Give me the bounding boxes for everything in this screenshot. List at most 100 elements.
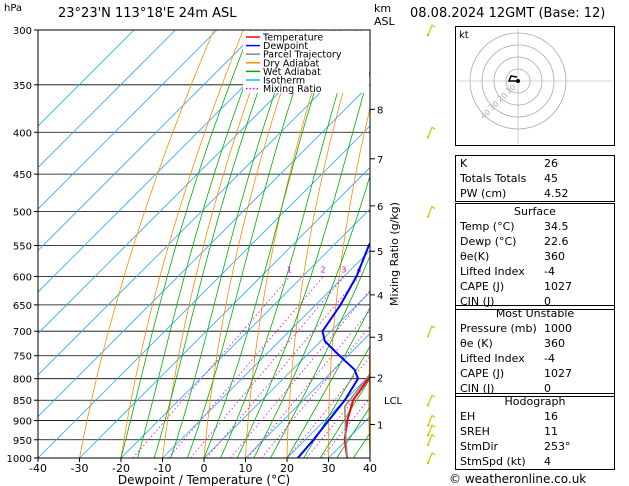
temperature-tick-label: 0 bbox=[201, 462, 208, 475]
surface-label: CIN (J) bbox=[460, 295, 495, 308]
pressure-tick-label: 450 bbox=[13, 170, 32, 181]
most-unstable-value: -4 bbox=[544, 352, 555, 365]
hodograph-stat-label: StmDir bbox=[460, 440, 499, 453]
temperature-tick-label: 40 bbox=[363, 462, 377, 475]
series-dewpoint bbox=[297, 241, 370, 458]
surface-value: 0 bbox=[544, 295, 551, 308]
hodograph-stat-value: 16 bbox=[544, 410, 558, 423]
hodograph-stat-row: StmDir 253° bbox=[456, 439, 614, 454]
pressure-tick-label: 700 bbox=[13, 327, 32, 338]
isotherm-line bbox=[245, 332, 370, 458]
km-tick-label: 7 bbox=[377, 155, 383, 166]
x-axis-label: Dewpoint / Temperature (°C) bbox=[118, 473, 290, 486]
mixing-ratio-label: 1 bbox=[287, 265, 292, 274]
wind-barb-station bbox=[426, 443, 430, 446]
pressure-tick-label: 850 bbox=[13, 396, 32, 407]
legend-label: Dewpoint bbox=[263, 41, 308, 52]
temperature-tick-label: 20 bbox=[280, 462, 294, 475]
wind-barb-station bbox=[426, 404, 430, 407]
index-label: Totals Totals bbox=[460, 172, 527, 185]
temperature-tick-label: -40 bbox=[29, 462, 47, 475]
wet-adiabat-line bbox=[137, 30, 266, 458]
wet-adiabat-line bbox=[187, 30, 315, 458]
temperature-tick-label: -30 bbox=[71, 462, 89, 475]
indices-table: K 26 Totals Totals 45 PW (cm) 4.52 bbox=[455, 155, 615, 202]
index-value: 45 bbox=[544, 172, 558, 185]
isotherm-line bbox=[38, 30, 218, 210]
mixing-ratio-label: 2 bbox=[321, 265, 326, 274]
index-row: Totals Totals 45 bbox=[456, 171, 614, 186]
isotherm-line bbox=[38, 30, 135, 127]
surface-value: 22.6 bbox=[544, 235, 569, 248]
wet-adiabat-line bbox=[303, 345, 370, 458]
dry-adiabat-line bbox=[368, 340, 370, 458]
dry-adiabat-line bbox=[408, 30, 449, 458]
most-unstable-label: Lifted Index bbox=[460, 352, 525, 365]
most-unstable-value: 1027 bbox=[544, 367, 572, 380]
dry-adiabat-line bbox=[162, 30, 273, 458]
surface-row: CIN (J) 0 bbox=[456, 294, 614, 309]
hpa-unit-label: hPa bbox=[4, 3, 23, 14]
surface-row: CAPE (J) 1027 bbox=[456, 279, 614, 294]
surface-row: Dewp (°C) 22.6 bbox=[456, 234, 614, 249]
surface-value: 1027 bbox=[544, 280, 572, 293]
wind-barb-station bbox=[426, 434, 430, 437]
pressure-tick-label: 300 bbox=[13, 26, 32, 37]
most-unstable-row: CAPE (J) 1027 bbox=[456, 366, 614, 381]
series-parcel-trajectory bbox=[344, 372, 370, 458]
surface-label: Lifted Index bbox=[460, 265, 525, 278]
legend-label: Parcel Trajectory bbox=[263, 50, 342, 61]
mixing-ratio-axis-label: Mixing Ratio (g/kg) bbox=[388, 202, 401, 306]
mixing-ratio-label: 15 bbox=[433, 265, 443, 274]
isotherm-line bbox=[286, 374, 370, 458]
pressure-tick-label: 500 bbox=[13, 208, 32, 219]
hodograph-stat-value: 4 bbox=[544, 455, 551, 468]
isotherm-line bbox=[38, 42, 370, 376]
index-row: K 26 bbox=[456, 156, 614, 171]
wind-barb bbox=[427, 414, 436, 426]
wind-barb bbox=[427, 433, 436, 445]
hodograph-stat-row: StmSpd (kt) 4 bbox=[456, 454, 614, 469]
hodograph-unit-label: kt bbox=[459, 30, 469, 41]
most-unstable-value: 0 bbox=[544, 382, 551, 395]
isotherm-line bbox=[38, 30, 176, 169]
axes: 3003504004505005506006507007508008509009… bbox=[7, 26, 403, 486]
wind-barb-station bbox=[426, 335, 430, 338]
most-unstable-label: CAPE (J) bbox=[460, 367, 505, 380]
most-unstable-title: Most Unstable bbox=[495, 307, 575, 320]
wind-barb-station bbox=[426, 424, 430, 427]
storm-motion-marker bbox=[516, 79, 520, 83]
wind-barbs bbox=[426, 24, 436, 465]
most-unstable-value: 360 bbox=[544, 337, 565, 350]
km-tick-label: 1 bbox=[377, 420, 383, 431]
surface-row: Lifted Index -4 bbox=[456, 264, 614, 279]
mixing-ratio-label: 6 bbox=[379, 265, 384, 274]
most-unstable-label: θe (K) bbox=[460, 337, 493, 350]
wet-adiabat-line bbox=[170, 30, 298, 458]
most-unstable-row: θe (K) 360 bbox=[456, 336, 614, 351]
surface-value: -4 bbox=[544, 265, 555, 278]
most-unstable-table: Most Unstable Pressure (mb) 1000 θe (K) 360… bbox=[455, 305, 615, 397]
km-tick-label: 3 bbox=[377, 333, 383, 344]
hodograph-stat-value: 253° bbox=[544, 440, 571, 453]
dry-adiabat-line bbox=[328, 106, 370, 458]
surface-table: Surface Temp (°C) 34.5 Dewp (°C) 22.6 θe(K) 3… bbox=[455, 203, 615, 310]
wind-barb bbox=[427, 24, 436, 36]
km-tick-label: 8 bbox=[377, 105, 383, 116]
surface-row: Temp (°C) 34.5 bbox=[456, 219, 614, 234]
isotherm-line bbox=[203, 291, 370, 458]
plot-area: 1 2 3 4 6 8 10 15 20 25 bbox=[38, 30, 449, 458]
wet-adiabat-line bbox=[253, 174, 370, 458]
mixing-ratio-line bbox=[247, 309, 370, 458]
wet-adiabat-line bbox=[120, 30, 252, 458]
hodograph-frame bbox=[455, 26, 615, 146]
lcl-label: LCL bbox=[384, 396, 403, 407]
legend-label: Mixing Ratio bbox=[263, 84, 322, 95]
isotherm-line bbox=[79, 166, 370, 458]
pressure-tick-label: 800 bbox=[13, 375, 32, 386]
surface-label: CAPE (J) bbox=[460, 280, 505, 293]
wet-adiabat-line bbox=[270, 254, 370, 458]
km-unit-label: km bbox=[374, 2, 392, 15]
legend-label: Wet Adiabat bbox=[263, 67, 321, 78]
